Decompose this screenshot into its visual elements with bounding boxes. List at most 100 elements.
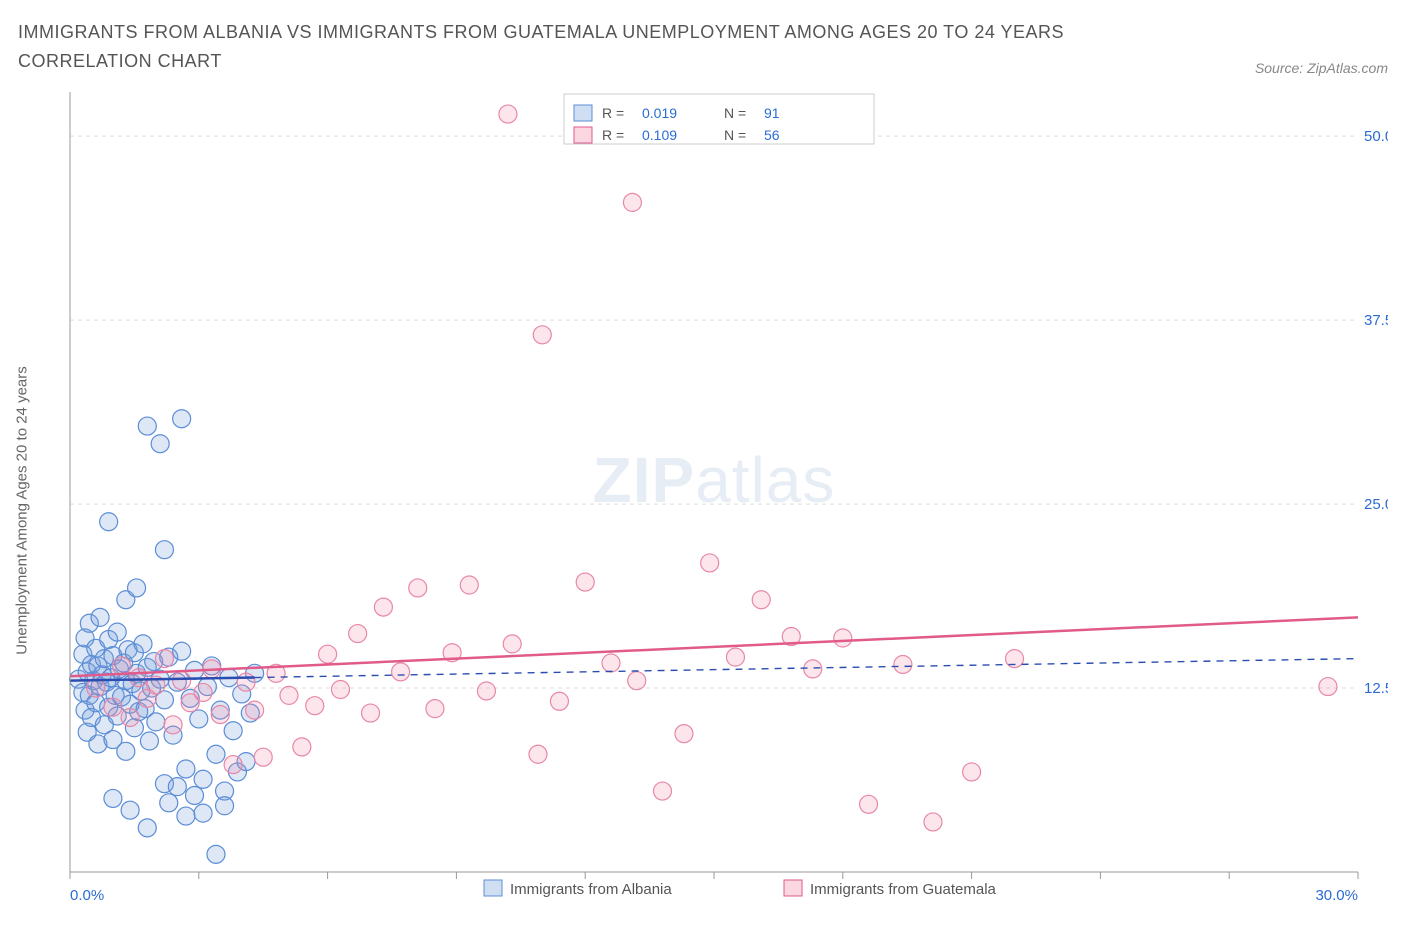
y-tick-label: 12.5% (1364, 680, 1388, 697)
data-point (550, 692, 568, 710)
data-point (104, 698, 122, 716)
data-point (121, 801, 139, 819)
legend-label: Immigrants from Albania (510, 881, 672, 898)
data-point (894, 655, 912, 673)
data-point (602, 654, 620, 672)
data-point (280, 686, 298, 704)
data-point (576, 573, 594, 591)
data-point (190, 710, 208, 728)
y-tick-label: 25.0% (1364, 496, 1388, 513)
r-value: 0.019 (642, 105, 677, 121)
data-point (177, 807, 195, 825)
data-point (653, 782, 671, 800)
chart-title: IMMIGRANTS FROM ALBANIA VS IMMIGRANTS FR… (18, 18, 1118, 76)
data-point (224, 721, 242, 739)
data-point (254, 748, 272, 766)
data-point (503, 634, 521, 652)
y-tick-label: 37.5% (1364, 312, 1388, 329)
data-point (216, 796, 234, 814)
svg-text:R =: R = (602, 127, 624, 143)
data-point (207, 745, 225, 763)
legend-swatch (484, 880, 502, 896)
data-point (100, 512, 118, 530)
data-point (924, 813, 942, 831)
r-value: 0.109 (642, 127, 677, 143)
data-point (477, 682, 495, 700)
data-point (147, 712, 165, 730)
data-point (138, 417, 156, 435)
data-point (426, 699, 444, 717)
data-point (117, 742, 135, 760)
data-point (533, 325, 551, 343)
data-point (113, 657, 131, 675)
data-point (306, 696, 324, 714)
data-point (331, 680, 349, 698)
data-point (362, 704, 380, 722)
n-value: 56 (764, 127, 780, 143)
x-tick-label: 30.0% (1315, 887, 1358, 904)
data-point (246, 701, 264, 719)
data-point (91, 608, 109, 626)
data-point (194, 683, 212, 701)
data-point (237, 673, 255, 691)
source-label: Source: ZipAtlas.com (1255, 60, 1388, 76)
y-axis-label: Unemployment Among Ages 20 to 24 years (14, 366, 31, 655)
data-point (860, 795, 878, 813)
data-point (134, 634, 152, 652)
data-point (108, 623, 126, 641)
data-point (173, 409, 191, 427)
y-tick-label: 50.0% (1364, 128, 1388, 145)
data-point (104, 789, 122, 807)
n-value: 91 (764, 105, 780, 121)
data-point (409, 579, 427, 597)
data-point (374, 598, 392, 616)
data-point (164, 715, 182, 733)
data-point (177, 760, 195, 778)
data-point (194, 770, 212, 788)
data-point (499, 105, 517, 123)
svg-text:N =: N = (724, 105, 746, 121)
data-point (138, 818, 156, 836)
data-point (623, 193, 641, 211)
data-point (675, 724, 693, 742)
data-point (460, 576, 478, 594)
data-point (160, 793, 178, 811)
data-point (392, 662, 410, 680)
data-point (752, 590, 770, 608)
data-point (963, 763, 981, 781)
data-point (207, 845, 225, 863)
data-point (349, 624, 367, 642)
data-point (319, 645, 337, 663)
data-point (194, 804, 212, 822)
data-point (155, 649, 173, 667)
data-point (186, 786, 204, 804)
data-point (128, 579, 146, 597)
svg-text:ZIPatlas: ZIPatlas (593, 444, 836, 516)
data-point (140, 732, 158, 750)
data-point (628, 671, 646, 689)
data-point (155, 540, 173, 558)
x-tick-label: 0.0% (70, 887, 104, 904)
data-point (224, 755, 242, 773)
scatter-chart: ZIPatlas 0.0% 30.0% 12.5% 25.0% 37.5% 50.0% R =… (18, 82, 1388, 922)
legend-swatch (784, 880, 802, 896)
data-point (1319, 677, 1337, 695)
data-point (701, 554, 719, 572)
data-point (151, 434, 169, 452)
data-point (834, 629, 852, 647)
legend-label: Immigrants from Guatemala (810, 881, 997, 898)
data-point (130, 668, 148, 686)
data-point (726, 648, 744, 666)
trend-line-guatemala (70, 617, 1358, 676)
data-point (804, 659, 822, 677)
data-point (211, 705, 229, 723)
data-point (293, 737, 311, 755)
data-point (173, 642, 191, 660)
data-point (173, 671, 191, 689)
data-point (121, 708, 139, 726)
svg-text:R =: R = (602, 105, 624, 121)
svg-text:N =: N = (724, 127, 746, 143)
data-point (168, 777, 186, 795)
data-point (87, 679, 105, 697)
data-point (529, 745, 547, 763)
